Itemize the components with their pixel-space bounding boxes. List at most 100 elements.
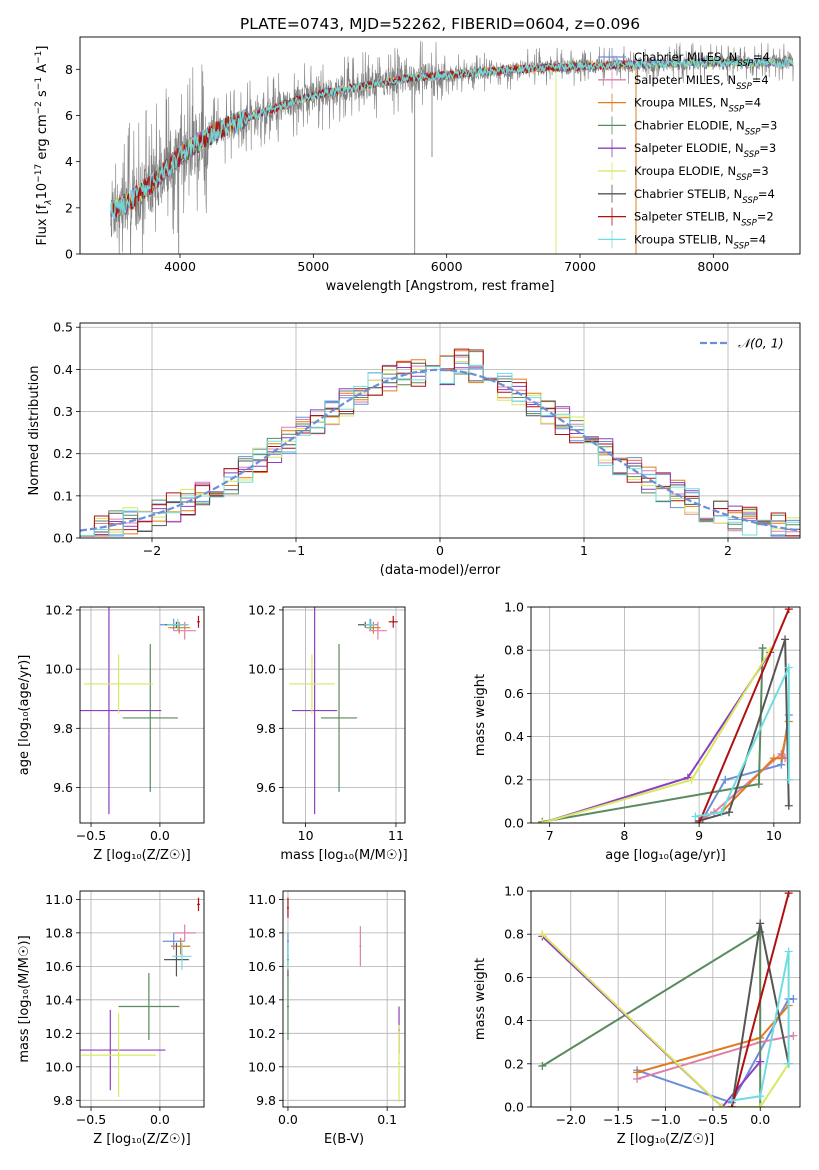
x-axis-label: Z [log₁₀(Z/Z☉)]	[93, 848, 190, 863]
plot-area-spectrum	[110, 40, 794, 254]
y-tick-label: 0	[65, 247, 73, 262]
x-tick-label: −2	[143, 543, 161, 558]
y-axis-label-part: A	[35, 64, 50, 77]
plot-area-mass_vs_ebv	[283, 891, 405, 1107]
series-marker-kroupa_elodie	[538, 930, 547, 939]
legend-entry-kroupa_elodie: Kroupa ELODIE, NSSP=3	[598, 162, 769, 183]
errorbar-chabrier_elodie	[286, 973, 289, 1041]
series-marker-kroupa_elodie	[538, 819, 547, 823]
legend-entry-salpeter_elodie: Salpeter ELODIE, NSSP=3	[598, 139, 776, 160]
series-marker-salpeter_stelib	[695, 819, 704, 823]
series-marker-kroupa_stelib	[784, 947, 793, 956]
legend-entry-salpeter_miles: Salpeter MILES, NSSP=4	[598, 70, 769, 92]
series-marker-chabrier_stelib	[784, 801, 793, 810]
series-line-salpeter_stelib	[730, 892, 790, 1107]
series-marker-kroupa_stelib	[727, 1096, 736, 1105]
legend-entry-kroupa_stelib: Kroupa STELIB, NSSP=4	[598, 230, 766, 251]
y-axis-label: Normed distribution	[27, 366, 42, 496]
legend-label: Kroupa MILES, NSSP=4	[634, 96, 761, 115]
y-tick-label: 0.2	[504, 772, 524, 787]
x-tick-label: 7000	[564, 259, 596, 274]
panel-mass_vs_Z: −0.5 0.0 9.8 10.0 10.2 10.4 10.6 10.8 11.0 Z [log…	[17, 890, 205, 1147]
y-tick-label: 6	[65, 108, 73, 123]
y-tick-label: 10.2	[248, 1026, 276, 1041]
y-tick-label: 0.4	[504, 729, 524, 744]
y-tick-label: 0.0	[504, 816, 524, 831]
panel-mass_vs_ebv: 0.0 0.1 9.8 10.0 10.2 10.4 10.6 10.8 11.0 E(B-V)	[248, 890, 406, 1147]
y-tick-label: 0.2	[53, 446, 73, 461]
errorbar-chabrier_elodie	[122, 643, 178, 792]
y-axis-label: Flux [fλ10−17 erg cm−2 s−1 A−1]	[34, 46, 54, 246]
errorbar-salpeter_elodie	[80, 607, 162, 815]
series-marker-kroupa_stelib	[784, 663, 793, 672]
x-tick-label: 10	[766, 828, 782, 843]
series-marker-kroupa_elodie	[718, 1103, 727, 1107]
axes-frame	[530, 606, 801, 824]
panel-spectrum: 4000 5000 6000 7000 8000 0 2 4 6 8 wavelength [Ang…	[34, 36, 801, 294]
y-tick-label: 0.4	[53, 362, 73, 377]
legend-entry-chabrier_elodie: Chabrier ELODIE, NSSP=3	[598, 116, 777, 137]
x-axis-label: wavelength [Angstrom, rest frame]	[326, 279, 555, 294]
y-axis-label-part: Flux [f	[35, 204, 50, 245]
x-tick-label: 7	[546, 828, 554, 843]
errorbar-kroupa_stelib	[172, 942, 192, 970]
y-axis-label-part: −1	[34, 51, 44, 64]
legend-label: Salpeter STELIB, NSSP=2	[634, 210, 774, 229]
y-tick-label: 8	[65, 62, 73, 77]
errorbar-chabrier_elodie	[320, 643, 358, 792]
y-tick-label: 10.4	[248, 992, 276, 1007]
x-tick-label: −1.5	[603, 1112, 633, 1127]
x-tick-label: −0.5	[76, 828, 106, 843]
errorbar-salpeter_miles	[359, 926, 362, 967]
y-tick-label: 10.2	[45, 602, 73, 617]
y-axis-label-part: 10	[35, 183, 50, 200]
x-tick-label: 5000	[297, 259, 329, 274]
y-tick-label: 0.0	[53, 531, 73, 546]
x-tick-label: 0.0	[150, 1112, 170, 1127]
y-axis-label: mass weight	[473, 958, 488, 1040]
legend-label: Salpeter MILES, NSSP=4	[634, 73, 769, 92]
series-marker-chabrier_stelib	[756, 919, 765, 928]
plot-area-age_vs_mass	[283, 607, 405, 823]
series-marker-kroupa_miles	[769, 754, 778, 763]
x-tick-label: 11	[388, 828, 404, 843]
panel-mass_weight_vs_Z: −2.0 −1.5 −1.0 −0.5 0.0 0.0 0.2 0.4 0.6 0.8 1.0 Z […	[473, 884, 801, 1147]
errorbar-salpeter_elodie	[292, 607, 338, 815]
y-tick-label: 2	[65, 200, 73, 215]
series-marker-kroupa_miles	[633, 1068, 642, 1077]
x-tick-label: 6000	[431, 259, 463, 274]
x-tick-label: 0.0	[278, 1112, 298, 1127]
y-tick-label: 0.8	[504, 643, 524, 658]
errorbar-chabrier_elodie	[118, 973, 180, 1041]
y-tick-label: 0.6	[504, 970, 524, 985]
series-line-kroupa_elodie	[541, 933, 790, 1107]
errorbar-kroupa_elodie	[81, 1013, 156, 1097]
x-axis-label: E(B-V)	[324, 1132, 364, 1147]
legend-entry-salpeter_stelib: Salpeter STELIB, NSSP=2	[598, 207, 774, 229]
errorbar-kroupa_miles	[170, 937, 191, 955]
plot-area-residuals	[80, 323, 800, 538]
y-tick-label: 9.6	[256, 780, 276, 795]
x-tick-label: 4000	[164, 259, 196, 274]
x-tick-label: 8000	[697, 259, 729, 274]
y-tick-label: 10.0	[248, 1059, 276, 1074]
gaussian-curve	[80, 368, 800, 532]
plot-area-mass_weight_vs_Z	[531, 891, 800, 1107]
series-marker-salpeter_miles	[789, 1031, 798, 1040]
y-axis-label: mass weight	[473, 674, 488, 756]
y-tick-label: 0.3	[53, 404, 73, 419]
y-tick-label: 10.8	[45, 925, 73, 940]
x-tick-label: 8	[620, 828, 628, 843]
y-tick-label: 10.8	[248, 925, 276, 940]
errorbar-kroupa_stelib	[286, 942, 289, 970]
legend-label: Kroupa ELODIE, NSSP=3	[634, 164, 769, 183]
legend-label: Chabrier MILES, NSSP=4	[634, 50, 770, 69]
x-tick-label: −0.5	[698, 1112, 728, 1127]
y-tick-label: 0.2	[504, 1056, 524, 1071]
panel-age_vs_mass: 10 11 9.6 9.8 10.0 10.2 mass [log₁₀(M/M☉)]	[248, 602, 408, 863]
series-line-kroupa_stelib	[695, 667, 790, 818]
axes-frame	[79, 606, 205, 824]
errorbar-kroupa_elodie	[84, 654, 154, 714]
errorbar-chabrier_stelib	[164, 942, 189, 977]
x-tick-label: −1	[287, 543, 305, 558]
